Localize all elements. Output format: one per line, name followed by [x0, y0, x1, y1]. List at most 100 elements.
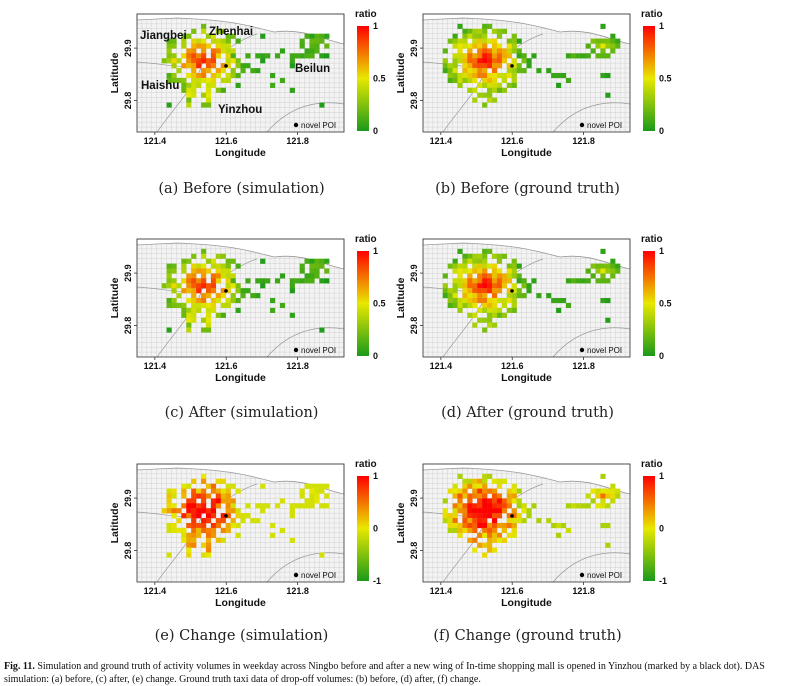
heatmap-cell: [206, 537, 212, 543]
heatmap-cell: [196, 488, 202, 494]
x-tick-label: 121.6: [215, 136, 238, 146]
heatmap-cell: [477, 33, 483, 39]
heatmap-cell: [556, 73, 562, 79]
plot-frame: [422, 238, 631, 358]
heatmap-cell: [191, 542, 197, 548]
heatmap-cell: [319, 258, 325, 264]
heatmap-cell: [482, 92, 488, 98]
heatmap-cell: [265, 503, 271, 509]
heatmap-cell: [482, 552, 488, 558]
heatmap-cell: [186, 58, 192, 64]
heatmap-cell: [304, 273, 310, 279]
heatmap-cell: [191, 527, 197, 534]
heatmap-cell: [590, 273, 596, 279]
heatmap-cell: [309, 493, 315, 499]
heatmap-cell: [181, 483, 187, 489]
heatmap-cell: [496, 532, 503, 538]
plot-frame: [422, 463, 631, 583]
heatmap-cell: [600, 498, 606, 504]
legend-marker: [579, 122, 585, 128]
heatmap-cell: [220, 253, 226, 259]
x-axis-label: Longitude: [215, 147, 266, 159]
heatmap-cell: [206, 97, 212, 103]
heatmap-cell: [191, 92, 197, 98]
heatmap-cell: [220, 537, 226, 543]
heatmap-cell: [314, 498, 320, 504]
heatmap-cell: [561, 523, 567, 529]
heatmap-cell: [279, 527, 286, 534]
heatmap-cell: [467, 278, 473, 284]
heatmap-cell: [462, 298, 468, 304]
heatmap-cell: [289, 63, 295, 69]
heatmap-cell: [245, 513, 251, 519]
heatmap-cell: [191, 28, 197, 34]
heatmap-cell: [605, 317, 611, 323]
heatmap-cell: [477, 263, 483, 269]
heatmap-cell: [201, 508, 207, 514]
heatmap-cell: [447, 38, 453, 44]
heatmap-cell: [457, 493, 463, 499]
heatmap-cell: [206, 322, 212, 328]
y-tick-label: 29.9: [123, 39, 133, 57]
heatmap-cell: [215, 48, 221, 54]
heatmap-cell: [496, 28, 503, 34]
heatmap-cell: [161, 508, 167, 514]
heatmap-cell: [492, 43, 498, 49]
heatmap-cell: [225, 58, 231, 64]
heatmap-cell: [210, 263, 217, 269]
heatmap-cell: [482, 283, 488, 289]
heatmap-cell: [191, 283, 197, 289]
heatmap-cell: [442, 283, 448, 289]
heatmap-cell: [181, 503, 187, 509]
heatmap-cell: [457, 527, 463, 534]
heatmap-cell: [215, 268, 221, 274]
heatmap-cell: [487, 498, 493, 504]
sea-area: [136, 13, 345, 45]
heatmap-cell: [210, 63, 217, 69]
heatmap-cell: [206, 483, 212, 489]
heatmap-cell: [501, 87, 507, 93]
heatmap-cell: [511, 263, 517, 269]
heatmap-cell: [610, 498, 616, 504]
heatmap-cell: [171, 288, 177, 294]
x-tick-label: 121.4: [430, 361, 453, 371]
heatmap-cell: [319, 102, 325, 108]
heatmap-cell: [600, 38, 606, 44]
heatmap-cell: [309, 38, 315, 44]
heatmap-cell: [595, 488, 601, 494]
heatmap-cell: [492, 63, 498, 69]
heatmap-cell: [289, 513, 295, 519]
heatmap-cell: [260, 503, 266, 509]
heatmap-cell: [472, 63, 478, 69]
heatmap-cell: [610, 273, 616, 279]
heatmap-cell: [482, 258, 488, 264]
heatmap-cell: [565, 278, 572, 284]
heatmap-cell: [546, 518, 552, 524]
heatmap-cell: [511, 48, 517, 54]
heatmap-cell: [230, 523, 236, 529]
heatmap-cell: [496, 537, 503, 543]
heatmap-cell: [196, 283, 202, 289]
heatmap-cell: [496, 312, 503, 318]
heatmap-cell: [255, 293, 261, 299]
heatmap-cell: [590, 48, 596, 54]
heatmap-cell: [477, 68, 483, 74]
colorbar: [357, 26, 369, 131]
heatmap-cell: [526, 63, 532, 69]
heatmap-cell: [487, 278, 493, 284]
heatmap-cell: [482, 23, 488, 29]
heatmap-cell: [492, 97, 498, 103]
heatmap-cell: [492, 48, 498, 54]
x-tick-label: 121.6: [215, 361, 238, 371]
heatmap-cell: [531, 503, 537, 509]
heatmap-cell: [176, 58, 182, 64]
heatmap-cell: [615, 263, 621, 269]
heatmap-cell: [477, 63, 483, 69]
heatmap-f: novel POI 121.4 121.6 121.8 Longitude 29.9 29.…: [395, 459, 667, 609]
heatmap-cell: [452, 33, 458, 39]
heatmap-cell: [181, 33, 187, 39]
heatmap-cell: [215, 53, 221, 59]
heatmap-cell: [230, 33, 236, 39]
heatmap-cell: [501, 73, 507, 79]
colorbar-tick-label: 1: [373, 21, 378, 31]
